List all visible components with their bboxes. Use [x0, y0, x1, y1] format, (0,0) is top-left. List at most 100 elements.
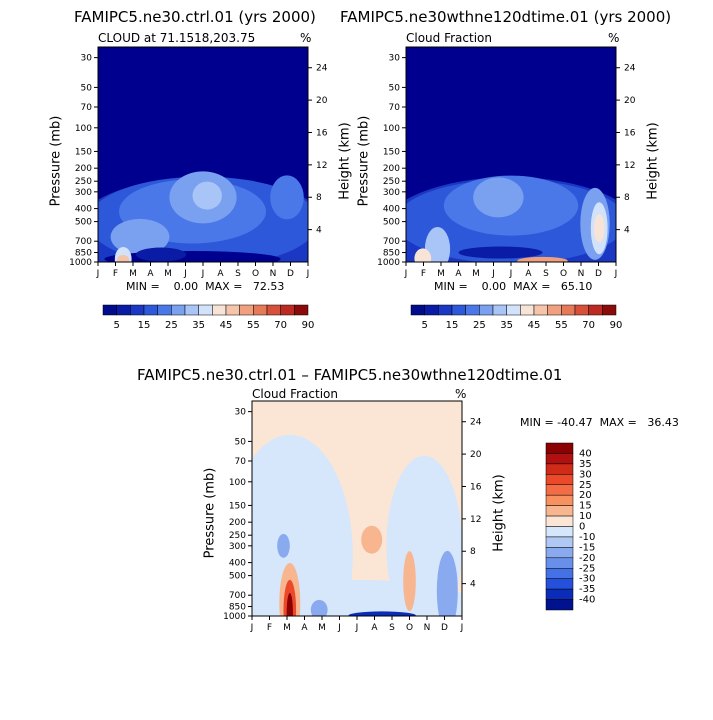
- contour-region: [270, 175, 304, 220]
- colorbar-label: -10: [579, 532, 595, 543]
- colorbar-label: -15: [579, 542, 595, 553]
- colorbar-label: 45: [220, 320, 233, 331]
- x-tick-label: N: [270, 269, 277, 279]
- colorbar-label: 90: [610, 320, 623, 331]
- panel1-axes: J F M A M J J A S O N D J305070100150200250300400500…: [69, 46, 328, 279]
- x-tick-label: A: [455, 269, 462, 279]
- colorbar-label: 40: [579, 448, 592, 459]
- colorbar-swatch: [102, 304, 117, 316]
- colorbar-label: 70: [582, 320, 595, 331]
- x-tick-label: J: [614, 269, 618, 279]
- y-tick-label: 700: [75, 237, 92, 247]
- colorbar-label: 90: [302, 320, 315, 331]
- y-tick-label: 50: [81, 83, 93, 93]
- y-right-tick-label: 20: [470, 450, 482, 460]
- colorbar-swatch: [266, 304, 281, 316]
- x-tick-label: A: [217, 269, 224, 279]
- colorbar-swatch: [545, 578, 574, 590]
- colorbar-swatch: [492, 304, 507, 316]
- y-tick-label: 150: [229, 501, 246, 511]
- colorbar-swatch: [410, 304, 425, 316]
- y-tick-label: 200: [229, 518, 246, 528]
- y-tick-label: 50: [235, 437, 247, 447]
- colorbar-swatch: [280, 304, 295, 316]
- x-tick-label: M: [129, 269, 137, 279]
- colorbar-swatch: [424, 304, 439, 316]
- panel2-axes: J F M A M J J A S O N D J305070100150200250300400500…: [377, 46, 636, 279]
- panel2-title: FAMIPC5.ne30wthne120dtime.01 (yrs 2000): [340, 8, 672, 26]
- x-tick-label: D: [595, 269, 602, 279]
- colorbar-swatch: [506, 304, 521, 316]
- x-tick-label: D: [441, 623, 448, 633]
- y-tick-label: 250: [383, 177, 400, 187]
- x-tick-label: J: [96, 269, 100, 279]
- contour-region: [458, 246, 543, 259]
- y-tick-label: 1000: [223, 612, 246, 622]
- panel1-colorbar: 5 15 25 35 45 55 70 90: [102, 304, 315, 331]
- colorbar-swatch: [588, 304, 603, 316]
- colorbar-swatch: [479, 304, 494, 316]
- panel3-subtitle: Cloud Fraction: [252, 387, 338, 401]
- panel2-colorbar: 5 15 25 35 45 55 70 90: [410, 304, 623, 331]
- colorbar-swatch: [545, 599, 574, 611]
- colorbar-swatch: [184, 304, 199, 316]
- y-tick-label: 70: [235, 457, 247, 467]
- y-tick-label: 30: [235, 408, 247, 418]
- x-tick-label: J: [183, 269, 187, 279]
- y-tick-label: 850: [75, 249, 92, 259]
- colorbar-swatch: [545, 526, 574, 538]
- x-tick-label: A: [525, 269, 532, 279]
- panel2-contours: [406, 47, 616, 262]
- y-tick-label: 700: [229, 591, 246, 601]
- x-tick-label: J: [201, 269, 205, 279]
- panel3-axes: J F M A M J J A S O N D J305070100150200250300400500…: [223, 400, 482, 633]
- colorbar-label: -40: [579, 595, 595, 606]
- y-tick-label: 400: [75, 205, 92, 215]
- colorbar-swatch: [574, 304, 589, 316]
- x-tick-label: M: [283, 623, 291, 633]
- panel2-unit: %: [608, 31, 620, 45]
- colorbar-swatch: [545, 474, 574, 485]
- colorbar-swatch: [545, 568, 574, 579]
- contour-region: [424, 227, 451, 262]
- colorbar-swatch: [225, 304, 240, 316]
- y-right-tick-label: 24: [624, 64, 636, 74]
- colorbar-swatch: [438, 304, 453, 316]
- panel1-minmax: MIN = 0.00 MAX = 72.53: [126, 280, 285, 293]
- y-tick-label: 400: [229, 559, 246, 569]
- y-right-tick-label: 8: [624, 193, 630, 203]
- panel3-contours: [252, 401, 462, 616]
- colorbar-label: 25: [579, 480, 592, 491]
- y-right-tick-label: 12: [624, 161, 635, 171]
- colorbar-label: 55: [247, 320, 260, 331]
- colorbar-label: 15: [446, 320, 459, 331]
- colorbar-swatch: [545, 453, 574, 465]
- contour-region: [310, 599, 328, 616]
- y-right-tick-label: 12: [470, 515, 481, 525]
- colorbar-label: 5: [113, 320, 119, 331]
- colorbar-swatch: [451, 304, 466, 316]
- y-tick-label: 150: [75, 147, 92, 157]
- x-tick-label: J: [355, 623, 359, 633]
- x-tick-label: A: [371, 623, 378, 633]
- x-tick-label: O: [252, 269, 259, 279]
- y-tick-label: 500: [229, 572, 246, 582]
- y-right-tick-label: 20: [316, 96, 328, 106]
- colorbar-swatch: [545, 536, 574, 548]
- y-tick-label: 500: [75, 218, 92, 228]
- colorbar-swatch: [116, 304, 131, 316]
- contour-region: [403, 551, 416, 612]
- colorbar-label: 35: [500, 320, 513, 331]
- x-tick-label: M: [472, 269, 480, 279]
- colorbar-swatch: [198, 304, 213, 316]
- y-right-tick-label: 4: [470, 580, 476, 590]
- contour-region: [116, 254, 130, 262]
- contour-region: [348, 611, 416, 616]
- colorbar-label: 15: [138, 320, 151, 331]
- colorbar-label: 10: [579, 511, 592, 522]
- y-tick-label: 70: [81, 103, 93, 113]
- colorbar-swatch: [547, 304, 562, 316]
- colorbar-swatch: [212, 304, 227, 316]
- colorbar-swatch: [520, 304, 535, 316]
